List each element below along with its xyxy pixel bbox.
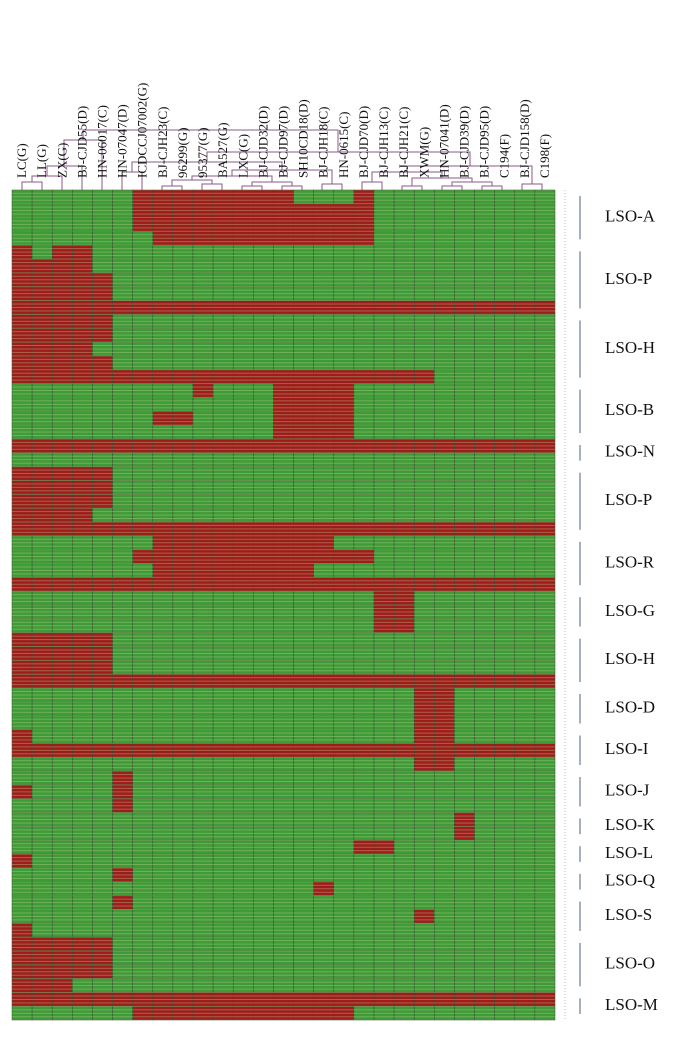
column-label: BJ-CJD70(D) bbox=[356, 106, 371, 178]
group-label: LSO-H bbox=[605, 649, 655, 668]
column-label: HN-0615(C) bbox=[336, 112, 351, 178]
column-label: LC(G) bbox=[14, 143, 29, 178]
column-label: BJ-CJD97(D) bbox=[276, 106, 291, 178]
group-label: LSO-L bbox=[605, 843, 653, 862]
group-label: LSO-H bbox=[605, 338, 655, 357]
column-label: BJ-CJH13(C) bbox=[376, 106, 391, 178]
column-label: C194(F) bbox=[497, 134, 512, 178]
column-label: HN-07047(D) bbox=[115, 104, 130, 178]
group-label: LSO-K bbox=[605, 815, 656, 834]
column-label: BA527(G) bbox=[215, 122, 230, 178]
group-label: LSO-J bbox=[605, 781, 650, 800]
column-label: C198(F) bbox=[537, 134, 552, 178]
column-label: BJ-CJH23(C) bbox=[155, 106, 170, 178]
column-label: ZX(G) bbox=[54, 143, 69, 178]
group-label: LSO-B bbox=[605, 400, 654, 419]
column-label: SH10CD18(D) bbox=[296, 99, 311, 178]
group-label: LSO-P bbox=[605, 269, 652, 288]
column-label: 96299(G) bbox=[175, 127, 190, 178]
group-label: LSO-P bbox=[605, 490, 652, 509]
column-label: HN-06017(C) bbox=[95, 105, 110, 178]
column-label: BJ-CJD32(D) bbox=[255, 106, 270, 178]
column-label: BJ-CJH21(C) bbox=[396, 106, 411, 178]
column-label: HN-07041(D) bbox=[436, 104, 451, 178]
column-label: BJ-CJH18(C) bbox=[316, 106, 331, 178]
column-label: LL(G) bbox=[34, 144, 49, 178]
group-label: LSO-Q bbox=[605, 871, 655, 890]
column-label: BJ-CJD55(D) bbox=[74, 106, 89, 178]
column-label: BJ-CJD39(D) bbox=[457, 106, 472, 178]
group-label: LSO-G bbox=[605, 601, 655, 620]
column-label: BJ-CJD158(D) bbox=[517, 99, 532, 178]
group-label: LSO-R bbox=[605, 552, 655, 571]
group-label: LSO-M bbox=[605, 995, 658, 1014]
group-label: LSO-I bbox=[605, 739, 649, 758]
column-label: ICDCCJ07002(G) bbox=[135, 83, 150, 178]
group-label: LSO-N bbox=[605, 442, 655, 461]
group-label: LSO-D bbox=[605, 698, 655, 717]
column-label: BJ-CJD95(D) bbox=[477, 106, 492, 178]
column-label: 95377(G) bbox=[195, 127, 210, 178]
group-label: LSO-O bbox=[605, 954, 655, 973]
texture bbox=[12, 190, 555, 1020]
group-label: LSO-A bbox=[605, 207, 656, 226]
column-label: LXC(G) bbox=[235, 134, 250, 178]
column-label: XWM(G) bbox=[416, 127, 431, 178]
dendrogram bbox=[21, 129, 543, 190]
group-label: LSO-S bbox=[605, 905, 652, 924]
